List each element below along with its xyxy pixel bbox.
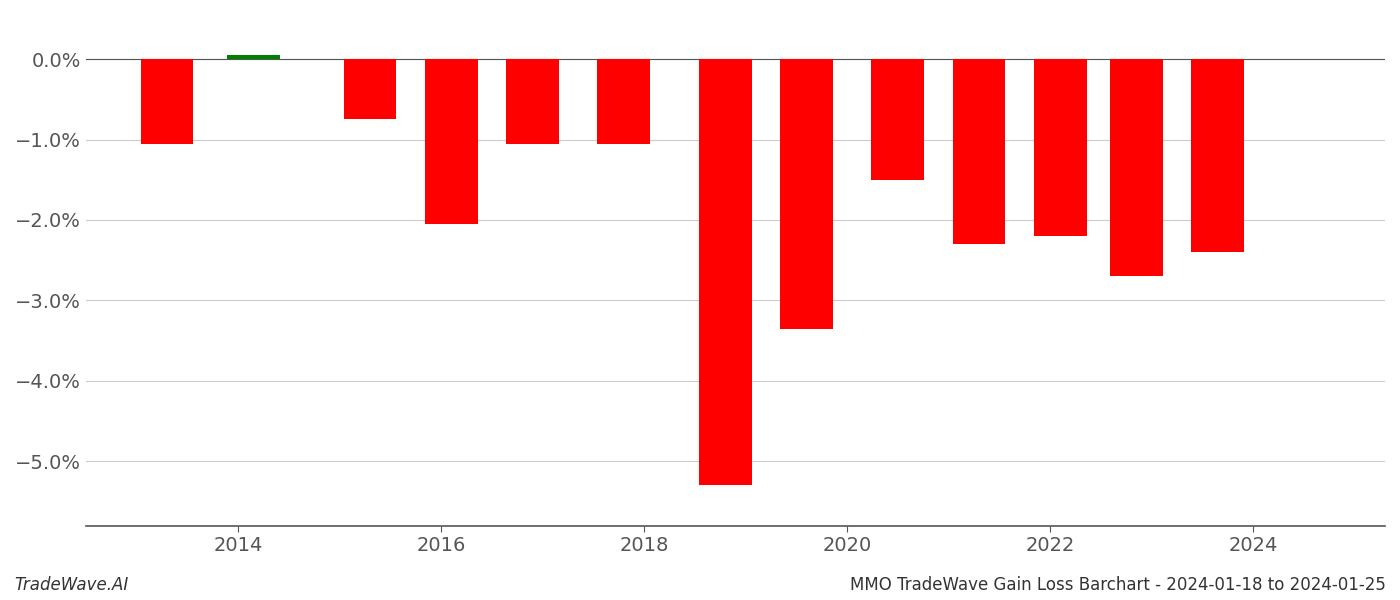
Bar [871,59,924,180]
Text: MMO TradeWave Gain Loss Barchart - 2024-01-18 to 2024-01-25: MMO TradeWave Gain Loss Barchart - 2024-… [850,576,1386,594]
Bar [780,59,833,329]
Bar [343,59,396,119]
Bar [227,55,280,59]
Bar [1033,59,1086,236]
Bar [598,59,650,143]
Bar [140,59,193,143]
Text: TradeWave.AI: TradeWave.AI [14,576,129,594]
Bar [699,59,752,485]
Bar [1191,59,1245,252]
Bar [1110,59,1163,276]
Bar [424,59,477,224]
Bar [952,59,1005,244]
Bar [505,59,559,143]
